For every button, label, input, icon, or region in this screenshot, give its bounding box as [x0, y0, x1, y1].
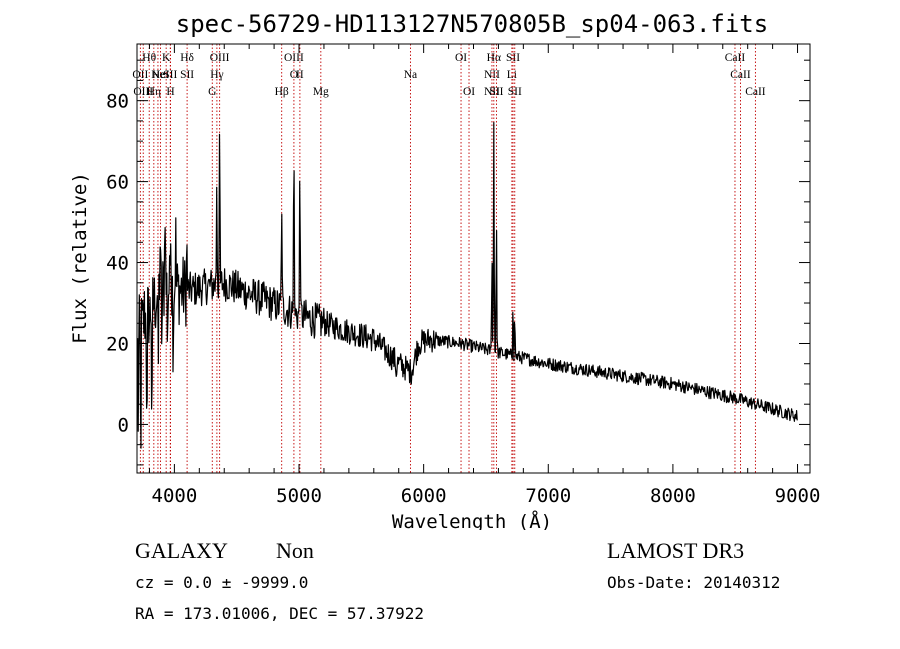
object-class: GALAXY: [135, 538, 228, 563]
line-label: SII: [506, 52, 520, 64]
line-label: SII: [508, 86, 522, 98]
line-label: K: [162, 52, 171, 64]
y-tick-label: 40: [106, 253, 129, 275]
line-label: Hθ: [142, 52, 156, 64]
line-label: OIII: [284, 52, 304, 64]
line-label: HeI: [152, 69, 169, 81]
axes: 4000 5000 6000 7000 8000 9000 0 20 40 60 80: [106, 44, 820, 507]
line-label: OI: [455, 52, 467, 64]
y-tick-label: 60: [106, 172, 129, 194]
y-tick-label: 20: [106, 333, 129, 355]
line-label: II: [296, 69, 304, 81]
line-label: Mg: [313, 86, 329, 98]
x-tick-label: 9000: [775, 485, 821, 507]
line-label: Hα: [487, 52, 501, 64]
line-label: OIII: [133, 86, 153, 98]
line-label: O: [290, 69, 298, 81]
y-axis-label: Flux (relative): [69, 172, 91, 344]
survey-name: LAMOST DR3: [607, 538, 745, 563]
x-axis-label: Wavelength (Å): [392, 510, 552, 530]
x-tick-label: 4000: [152, 485, 198, 507]
line-label: CaII: [725, 52, 746, 64]
line-label: Ne: [151, 69, 164, 81]
line-label: Hβ: [275, 86, 289, 98]
coordinates: RA = 173.01006, DEC = 57.37922: [135, 604, 424, 623]
x-tick-label: 7000: [525, 485, 571, 507]
y-tick-label: 80: [106, 91, 129, 113]
line-label: CaII: [730, 69, 751, 81]
line-label: Hγ: [210, 69, 223, 81]
line-label: CaII: [745, 86, 766, 98]
x-tick-label: 6000: [401, 485, 447, 507]
line-label: OII: [132, 69, 148, 81]
x-tick-label: 8000: [650, 485, 696, 507]
object-subclass: Non: [276, 538, 314, 563]
spectrum-line: [137, 121, 798, 449]
x-tick-label: 5000: [276, 485, 322, 507]
line-label: SII: [163, 69, 177, 81]
line-label: Li: [507, 69, 517, 81]
line-label: OIII: [210, 52, 230, 64]
observation-date: Obs-Date: 20140312: [607, 573, 781, 592]
chart-title: spec-56729-HD113127N570805B_sp04-063.fit…: [176, 10, 768, 38]
spectrum-chart: spec-56729-HD113127N570805B_sp04-063.fit…: [69, 10, 820, 530]
emission-line-markers: OIIOIIIHθHηNeHeIKHSIIHδSIIGHγOIIIHβOIIIO…: [132, 44, 766, 473]
line-label: Hδ: [180, 52, 194, 64]
line-label: NII: [484, 69, 500, 81]
line-label: SII: [180, 69, 194, 81]
line-label: OI: [463, 86, 475, 98]
line-label: H: [166, 86, 174, 98]
line-label: Hη: [147, 86, 161, 98]
y-tick-label: 0: [118, 414, 129, 436]
line-label: G: [208, 86, 216, 98]
spectrum-layer: [137, 121, 798, 449]
line-label: SII: [489, 86, 503, 98]
redshift-info: cz = 0.0 ± -9999.0: [135, 573, 309, 592]
plot-frame: [136, 43, 811, 474]
line-label: NII: [484, 86, 500, 98]
line-label: Na: [404, 69, 417, 81]
